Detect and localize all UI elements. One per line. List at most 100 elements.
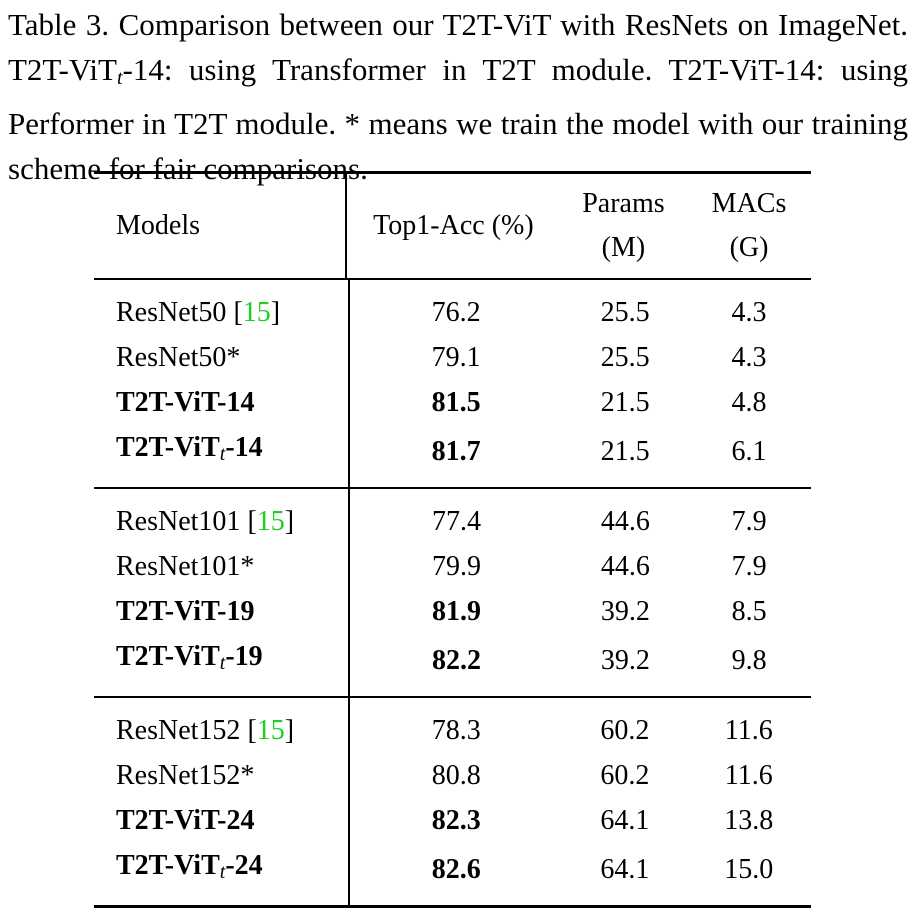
- results-table: Models Top1-Acc (%) Params (M) MACs (G) Re…: [94, 171, 811, 908]
- cell-macs: 4.8: [731, 387, 767, 418]
- cell-params: 39.2: [600, 596, 650, 627]
- header-macs-line2: (G): [729, 232, 769, 263]
- cell-macs: 7.9: [731, 506, 767, 537]
- cell-top1-acc: 80.8: [348, 753, 563, 798]
- cell-macs: 15.0: [724, 853, 774, 885]
- table-row: ResNet50 [15] 76.2 25.5 4.3: [94, 280, 810, 335]
- cell-params: 44.6: [600, 551, 650, 582]
- cell-top1-acc: 82.6: [348, 843, 563, 905]
- cell-model: T2T-ViT-14: [94, 380, 349, 425]
- cell-model: ResNet152*: [94, 753, 349, 798]
- table-group: ResNet101 [15] 77.4 44.6 7.9 ResNet101* 79.9 4…: [94, 489, 811, 696]
- model-name: ResNet50*: [116, 342, 241, 373]
- cell-params: 21.5: [600, 435, 650, 467]
- citation-link[interactable]: 15: [256, 715, 285, 746]
- comparison-table: Models Top1-Acc (%) Params (M) MACs (G): [94, 174, 811, 278]
- group-rule: [94, 696, 811, 698]
- group-rule: [94, 487, 811, 489]
- cell-top1-acc: 81.7: [347, 425, 563, 487]
- model-subscript: t: [219, 861, 226, 883]
- header-params-line1: Params: [582, 188, 665, 219]
- model-name: T2T-ViT: [116, 432, 220, 463]
- cell-model: T2T-ViTt-19: [94, 634, 349, 696]
- cell-model: ResNet152 [15]: [116, 715, 295, 746]
- group-rule: [94, 278, 811, 280]
- cell-macs: 9.8: [731, 644, 767, 676]
- table-caption: Table 3. Comparison between our T2T-ViT …: [8, 2, 908, 191]
- cell-macs: 11.6: [724, 760, 773, 791]
- cell-top1-acc: 77.4: [348, 489, 563, 544]
- cell-top1-acc: 78.3: [348, 698, 563, 753]
- cell-top1-acc: 76.2: [347, 280, 563, 335]
- cell-model: T2T-ViTt-14: [94, 425, 349, 487]
- model-name: ResNet101: [116, 506, 248, 537]
- model-name: T2T-ViT: [116, 641, 220, 672]
- table-row: ResNet50* 79.1 25.5 4.3: [94, 335, 810, 380]
- table-row: T2T-ViT-19 81.9 39.2 8.5: [94, 589, 810, 634]
- model-name: T2T-ViT-24: [116, 805, 255, 836]
- cell-params: 39.2: [600, 644, 650, 676]
- model-subscript: t: [219, 443, 226, 465]
- table-row: ResNet152 [15] 78.3 60.2 11.6: [94, 698, 810, 753]
- cell-macs: 4.3: [731, 297, 767, 328]
- cell-macs: 6.1: [731, 435, 767, 467]
- table-group: ResNet50 [15] 76.2 25.5 4.3 ResNet50* 79.1 25.…: [94, 280, 811, 487]
- table-row: ResNet101 [15] 77.4 44.6 7.9: [94, 489, 810, 544]
- table-row: T2T-ViT-24 82.3 64.1 13.8: [94, 798, 810, 843]
- citation-link[interactable]: 15: [256, 506, 285, 537]
- cell-macs: 13.8: [724, 805, 774, 836]
- cell-model: ResNet50*: [94, 335, 349, 380]
- header-params: Params (M): [560, 174, 687, 278]
- header-macs-line1: MACs: [711, 188, 787, 219]
- header-row: Models Top1-Acc (%) Params (M) MACs (G): [94, 174, 811, 278]
- cell-macs: 11.6: [724, 715, 773, 746]
- cell-model: T2T-ViT-19: [94, 589, 349, 634]
- cell-model: ResNet50 [15]: [116, 297, 281, 328]
- table-body: ResNet50 [15] 76.2 25.5 4.3 ResNet50* 79.1 25.…: [94, 278, 811, 908]
- model-name: T2T-ViT-19: [116, 596, 255, 627]
- model-name: T2T-ViT-14: [116, 387, 255, 418]
- model-name: T2T-ViT: [116, 850, 220, 881]
- caption-label: Table 3.: [8, 7, 110, 42]
- cell-macs: 7.9: [731, 551, 767, 582]
- model-name: ResNet101*: [116, 551, 255, 582]
- cell-top1-acc: 82.2: [348, 634, 563, 696]
- cell-top1-acc: 79.9: [348, 544, 563, 589]
- cell-macs: 4.3: [731, 342, 767, 373]
- cell-params: 64.1: [600, 805, 650, 836]
- cell-params: 21.5: [600, 387, 650, 418]
- header-top1-acc: Top1-Acc (%): [344, 174, 560, 278]
- model-name: ResNet152: [116, 715, 248, 746]
- table-row: ResNet101* 79.9 44.6 7.9: [94, 544, 810, 589]
- cell-model: ResNet101*: [94, 544, 349, 589]
- header-params-line2: (M): [601, 232, 646, 263]
- cell-model: T2T-ViTt-24: [94, 843, 349, 905]
- cell-top1-acc: 81.9: [348, 589, 563, 634]
- cell-top1-acc: 82.3: [348, 798, 563, 843]
- table-row: T2T-ViTt-19 82.2 39.2 9.8: [94, 634, 810, 696]
- caption-text-continued: -14: using Transformer in T2T module. T2…: [8, 52, 908, 186]
- table-group: ResNet152 [15] 78.3 60.2 11.6 ResNet152* 80.8…: [94, 698, 811, 905]
- caption-subscript: t: [116, 67, 123, 89]
- model-name: ResNet152*: [116, 760, 255, 791]
- cell-params: 25.5: [600, 342, 650, 373]
- cell-macs: 8.5: [731, 596, 767, 627]
- model-suffix: -24: [225, 850, 263, 881]
- table-row: T2T-ViT-14 81.5 21.5 4.8: [94, 380, 810, 425]
- cell-params: 60.2: [600, 760, 650, 791]
- table-row: T2T-ViTt-24 82.6 64.1 15.0: [94, 843, 810, 905]
- cell-top1-acc: 81.5: [347, 380, 563, 425]
- cell-params: 25.5: [600, 297, 650, 328]
- cell-model: ResNet101 [15]: [116, 506, 295, 537]
- top-rule: [94, 171, 811, 174]
- model-subscript: t: [219, 652, 226, 674]
- model-suffix: -14: [225, 432, 263, 463]
- cell-params: 44.6: [600, 506, 650, 537]
- citation-link[interactable]: 15: [242, 297, 271, 328]
- caption-text: Comparison between our T2T-ViT with ResN…: [8, 7, 909, 87]
- cell-params: 64.1: [600, 853, 650, 885]
- cell-top1-acc: 79.1: [347, 335, 563, 380]
- table-row: T2T-ViTt-14 81.7 21.5 6.1: [94, 425, 810, 487]
- header-models: Models: [116, 210, 200, 241]
- model-name: ResNet50: [116, 297, 234, 328]
